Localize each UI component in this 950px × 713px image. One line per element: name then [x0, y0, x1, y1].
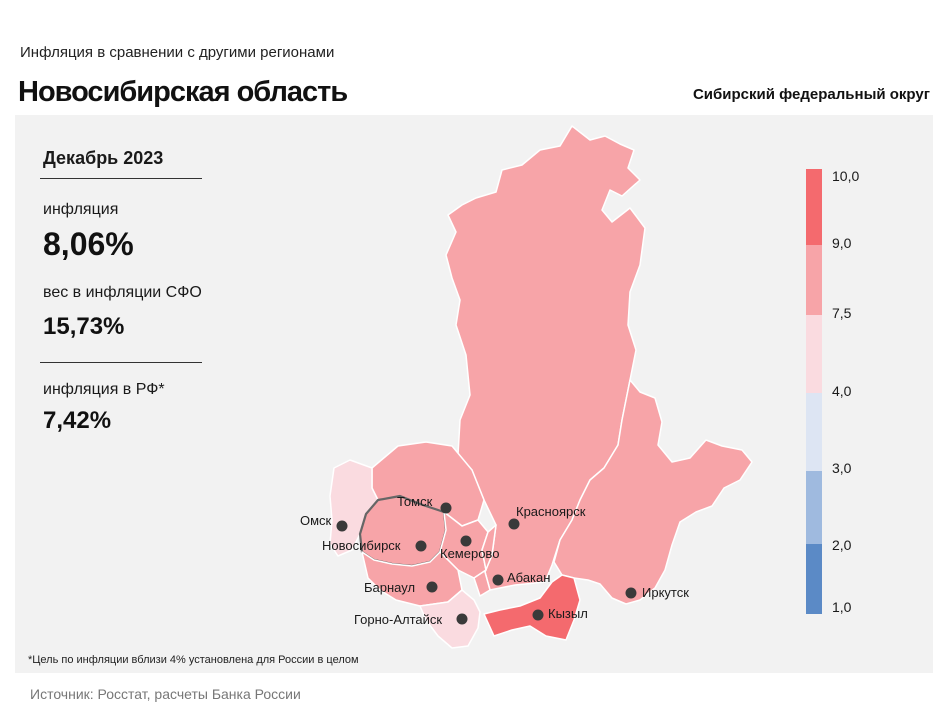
city-label-abakan: Абакан	[507, 570, 550, 585]
legend-tick: 1,0	[832, 599, 852, 615]
city-dot-icon	[415, 540, 427, 552]
city-label-gorno-altaysk: Горно-Алтайск	[354, 612, 442, 627]
footnote: *Цель по инфляции вблизи 4% установлена …	[28, 654, 359, 666]
legend-tick: 7,5	[832, 305, 852, 321]
city-kyzyl: Кызыл	[532, 606, 588, 621]
legend-swatch-3-4	[806, 393, 822, 471]
city-dot-icon	[456, 613, 468, 625]
city-dot-icon	[426, 581, 438, 593]
region-krasnoyarsk[interactable]	[445, 125, 646, 591]
weight-label: вес в инфляции СФО	[43, 284, 202, 301]
source-note: Источник: Росстат, расчеты Банка России	[30, 686, 301, 702]
page-subtitle: Инфляция в сравнении с другими регионами	[20, 44, 335, 61]
color-legend: 10,0 9,0 7,5 4,0 3,0 2,0 1,0	[806, 168, 859, 615]
rf-inflation-value: 7,42%	[43, 407, 112, 434]
city-abakan: Абакан	[492, 570, 550, 586]
legend-swatch-7.5-9	[806, 245, 822, 315]
city-barnaul: Барнаул	[364, 580, 438, 595]
inflation-label: инфляция	[43, 201, 119, 218]
region-khakassia[interactable]	[473, 524, 497, 597]
city-label-irkutsk: Иркутск	[642, 585, 689, 600]
district-label: Сибирский федеральный округ	[692, 86, 930, 103]
legend-swatch-1-2	[806, 544, 822, 614]
legend-tick: 4,0	[832, 383, 852, 399]
city-omsk: Омск	[300, 513, 348, 532]
legend-swatch-2-3	[806, 471, 822, 544]
city-novosibirsk: Новосибирск	[322, 538, 427, 553]
region-tuva[interactable]	[483, 574, 581, 641]
legend-tick: 9,0	[832, 235, 852, 251]
city-dot-icon	[532, 609, 544, 621]
region-altai-republic[interactable]	[419, 589, 481, 649]
city-dot-icon	[440, 502, 452, 514]
city-dot-icon	[336, 520, 348, 532]
divider-bottom	[40, 362, 202, 363]
legend-swatch-4-7.5	[806, 315, 822, 393]
legend-tick: 2,0	[832, 537, 852, 553]
city-label-kyzyl: Кызыл	[548, 606, 588, 621]
legend-tick: 3,0	[832, 460, 852, 476]
city-label-tomsk: Томск	[397, 494, 433, 509]
city-dot-icon	[625, 587, 637, 599]
page-title: Новосибирская область	[18, 76, 348, 108]
divider-top	[40, 178, 202, 179]
inflation-value: 8,06%	[43, 226, 134, 262]
period-label: Декабрь 2023	[43, 148, 164, 168]
city-kemerovo: Кемерово	[440, 535, 499, 561]
city-label-kemerovo: Кемерово	[440, 546, 499, 561]
region-altai-krai[interactable]	[361, 551, 463, 607]
city-tomsk: Томск	[397, 494, 452, 514]
rf-inflation-label: инфляция в РФ*	[43, 381, 165, 398]
legend-swatch-9-10	[806, 169, 822, 245]
city-dot-icon	[460, 535, 472, 547]
region-irkutsk[interactable]	[553, 379, 753, 605]
city-gorno-altaysk: Горно-Алтайск	[354, 612, 468, 627]
city-krasnoyarsk: Красноярск	[508, 504, 586, 530]
city-label-krasnoyarsk: Красноярск	[516, 504, 586, 519]
city-dot-icon	[508, 518, 520, 530]
weight-value: 15,73%	[43, 313, 125, 340]
city-label-omsk: Омск	[300, 513, 332, 528]
city-dot-icon	[492, 574, 504, 586]
city-label-barnaul: Барнаул	[364, 580, 415, 595]
legend-tick: 10,0	[832, 168, 859, 184]
city-irkutsk: Иркутск	[625, 585, 689, 600]
city-label-novosibirsk: Новосибирск	[322, 538, 401, 553]
